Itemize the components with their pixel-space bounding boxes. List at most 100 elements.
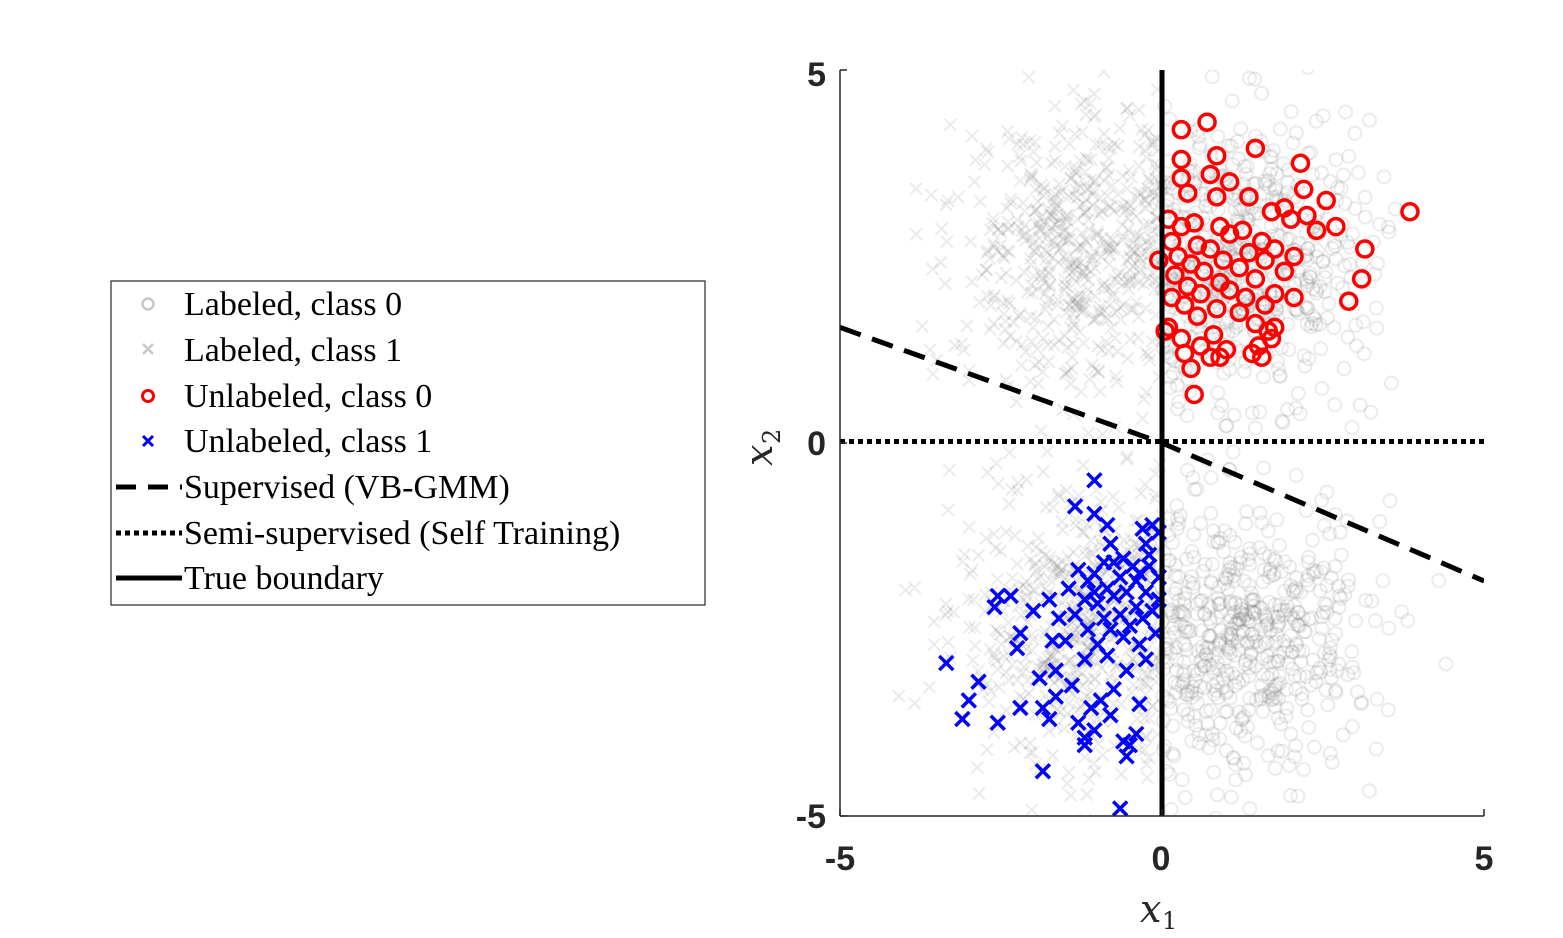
labeled-class0-point (1212, 632, 1228, 648)
labeled-class1-point (992, 680, 1006, 694)
labeled-class1-point (1065, 270, 1079, 284)
labeled-class1-point (938, 608, 953, 622)
labeled-class0-point (1181, 624, 1197, 640)
labeled-class0-point (1288, 400, 1304, 416)
labeled-class0-point (1231, 704, 1247, 720)
labeled-class1-point (1058, 272, 1072, 287)
labeled-class1-point (1016, 137, 1030, 152)
labeled-class0-point (1223, 559, 1239, 575)
labeled-class0-point (1265, 691, 1281, 707)
labeled-class1-points (892, 70, 1169, 863)
labeled-class0-point (1247, 420, 1263, 436)
labeled-class0-point (1233, 723, 1249, 739)
legend-label: Labeled, class 1 (184, 332, 402, 369)
unlabeled-class0-point (1184, 384, 1204, 405)
unlabeled-class0-point (1239, 243, 1259, 263)
labeled-class1-point (1036, 658, 1050, 672)
labeled-class1-point (1070, 191, 1084, 205)
labeled-class1-point (1139, 193, 1153, 208)
labeled-class1-point (1029, 564, 1044, 578)
labeled-class1-point (1142, 217, 1156, 231)
unlabeled-class0-point (1255, 295, 1275, 315)
labeled-class0-point (1241, 293, 1257, 309)
labeled-class0-point (1167, 568, 1183, 584)
labeled-class1-point (1052, 851, 1064, 863)
labeled-class0-point (1331, 656, 1347, 672)
labeled-class0-point (1209, 787, 1225, 803)
labeled-class1-point (1026, 145, 1041, 159)
labeled-class1-point (1134, 676, 1149, 690)
labeled-class0-point (1292, 618, 1308, 634)
labeled-class1-point (1028, 204, 1042, 218)
labeled-class0-point (1321, 646, 1337, 662)
labeled-class0-point (1171, 569, 1187, 585)
labeled-class0-point (1318, 682, 1334, 698)
labeled-class1-point (1116, 198, 1131, 213)
labeled-class1-point (1137, 128, 1152, 142)
labeled-class0-point (1340, 578, 1356, 594)
labeled-class0-point (1222, 690, 1238, 706)
labeled-class0-point (1341, 148, 1357, 164)
labeled-class1-point (1047, 676, 1061, 690)
labeled-class1-point (1007, 315, 1021, 330)
labeled-class1-point (1055, 514, 1069, 529)
labeled-class1-point (1046, 556, 1061, 571)
labeled-class0-point (1271, 649, 1287, 665)
labeled-class1-point (1068, 262, 1082, 277)
labeled-class1-point (1069, 298, 1083, 312)
labeled-class0-point (1209, 675, 1225, 691)
labeled-class0-point (1186, 663, 1202, 679)
labeled-class0-point (1267, 566, 1283, 582)
labeled-class0-point (1270, 653, 1286, 669)
labeled-class0-point (1322, 173, 1338, 189)
labeled-class1-point (1052, 333, 1066, 348)
labeled-class1-point (1137, 743, 1151, 757)
labeled-class1-point (979, 142, 994, 156)
unlabeled-class1-point (1128, 598, 1145, 616)
labeled-class0-point (1157, 564, 1173, 580)
labeled-class1-point (989, 456, 1004, 471)
labeled-class0-point (1337, 258, 1353, 274)
labeled-class1-point (1010, 483, 1025, 498)
labeled-class0-point (1193, 515, 1209, 531)
labeled-class0-point (1232, 604, 1248, 620)
labeled-class1-point (1065, 336, 1080, 351)
labeled-class0-point (1336, 167, 1352, 183)
labeled-class1-point (1099, 310, 1114, 325)
labeled-class1-point (1011, 599, 1025, 614)
labeled-class0-point (1332, 524, 1348, 540)
labeled-class1-point (1060, 214, 1075, 229)
labeled-class1-point (1080, 517, 1094, 531)
labeled-class1-point (1042, 280, 1056, 294)
labeled-class1-point (986, 211, 1000, 226)
labeled-class0-point (1256, 843, 1269, 856)
labeled-class1-point (1020, 285, 1035, 299)
legend-label: Unlabeled, class 1 (184, 423, 432, 460)
labeled-class1-point (1002, 497, 1016, 511)
unlabeled-class0-point (1171, 119, 1192, 140)
labeled-class0-point (1289, 637, 1305, 653)
labeled-class1-point (1014, 153, 1028, 168)
labeled-class0-point (1287, 613, 1303, 629)
labeled-class0-point (1257, 636, 1273, 652)
labeled-class0-point (1164, 535, 1180, 551)
unlabeled-class0-point (1184, 213, 1204, 233)
labeled-class1-point (1065, 350, 1079, 365)
labeled-class1-point (1023, 172, 1038, 187)
labeled-class1-point (1095, 748, 1110, 762)
labeled-class0-point (1347, 201, 1363, 217)
labeled-class1-point (1102, 239, 1116, 253)
labeled-class1-point (1073, 287, 1087, 301)
labeled-class1-point (1052, 211, 1067, 225)
labeled-class0-point (1193, 623, 1209, 639)
labeled-class0-point (1226, 407, 1242, 423)
labeled-class1-point (1037, 215, 1051, 229)
labeled-class0-point (1315, 253, 1331, 269)
labeled-class1-point (1113, 121, 1127, 136)
labeled-class0-point (1274, 743, 1290, 759)
labeled-class1-point (1121, 197, 1135, 211)
labeled-class1-point (1061, 654, 1075, 668)
labeled-class0-point (1203, 470, 1219, 486)
labeled-class0-point (1236, 159, 1252, 175)
unlabeled-class0-point (1239, 187, 1259, 207)
